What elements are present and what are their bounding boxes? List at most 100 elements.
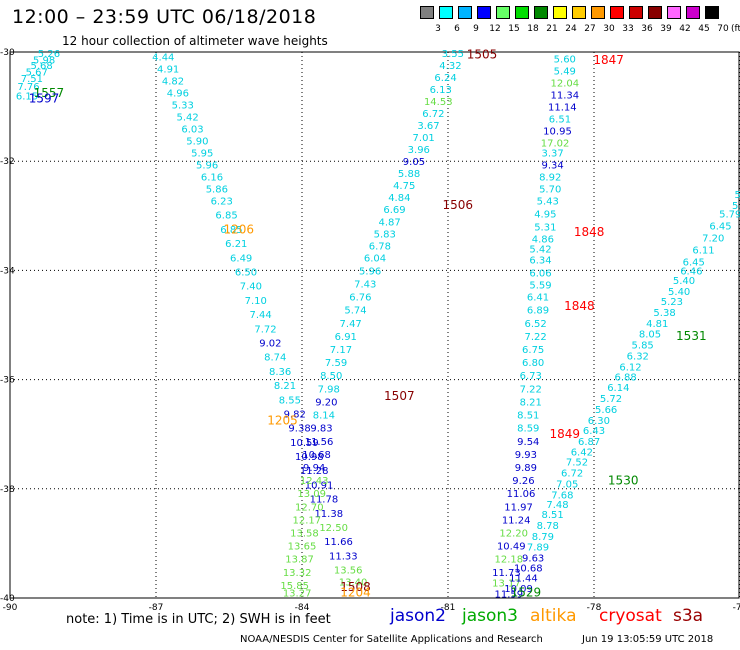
- wave-height-point: 11.56: [305, 437, 334, 448]
- wave-height-point: 9.54: [517, 437, 539, 448]
- pass-time-label: 1531: [676, 329, 707, 343]
- wave-height-point: 9.82: [284, 409, 306, 420]
- pass-time-label: 1205: [267, 414, 298, 428]
- wave-height-point: 6.87: [578, 437, 600, 448]
- wave-height-point: 3.96: [408, 145, 430, 156]
- wave-height-point: 8.21: [520, 397, 542, 408]
- wave-height-point: 11.66: [324, 537, 353, 548]
- wave-height-point: 7.43: [354, 280, 376, 291]
- scale-label: 6: [454, 24, 460, 34]
- scale-swatch: [534, 6, 548, 19]
- wave-height-point: 5.40: [673, 276, 695, 287]
- scale-swatch: [420, 6, 434, 19]
- wave-height-point: 9.94: [303, 463, 325, 474]
- x-tick-label: -81: [441, 603, 456, 613]
- pass-time-label: 1557: [34, 86, 65, 100]
- scale-label: 33: [622, 24, 634, 34]
- wave-height-point: 8.51: [542, 510, 564, 521]
- wave-height-point: 12.70: [295, 502, 324, 513]
- wave-height-point: 5.60: [554, 55, 576, 66]
- wave-height-point: 7.68: [551, 490, 573, 501]
- wave-height-point: 7.51: [21, 74, 43, 85]
- wave-height-point: 7.17: [330, 345, 352, 356]
- wave-height-point: 6.75: [522, 345, 544, 356]
- footer-timestamp: Jun 19 13:05:59 UTC 2018: [582, 634, 714, 645]
- wave-height-point: 5.72: [600, 394, 622, 405]
- wave-height-point: 6.50: [235, 267, 257, 278]
- wave-height-point: 6.06: [529, 269, 551, 280]
- wave-height-point: 8.78: [537, 521, 559, 532]
- x-tick-label: -75: [733, 603, 740, 613]
- wave-height-point: 5.66: [595, 405, 617, 416]
- wave-height-point: 7.22: [524, 332, 546, 343]
- scale-swatch: [591, 6, 605, 19]
- wave-height-point: 10.68: [514, 563, 543, 574]
- scale-swatch: [629, 6, 643, 19]
- scale-swatch: [705, 6, 719, 19]
- wave-height-point: 12.04: [550, 79, 579, 90]
- chart-subtitle: 12 hour collection of altimeter wave hei…: [62, 34, 328, 48]
- wave-height-point: 6.41: [527, 293, 549, 304]
- scale-swatch: [572, 6, 586, 19]
- wave-height-point: 13.56: [334, 566, 363, 577]
- wave-height-point: 12.18: [495, 555, 524, 566]
- satellite-label-jason3: jason3: [462, 606, 518, 626]
- wave-height-point: 4.96: [167, 88, 189, 99]
- wave-height-point: 6.30: [588, 416, 610, 427]
- scale-swatch: [496, 6, 510, 19]
- wave-height-point: 10.68: [302, 450, 331, 461]
- footer-credit: NOAA/NESDIS Center for Satellite Applica…: [240, 634, 543, 645]
- wave-height-point: 11.33: [329, 551, 358, 562]
- wave-height-point: 5.98: [33, 56, 55, 67]
- wave-height-point: 6.88: [615, 372, 637, 383]
- wave-height-point: 3.67: [417, 121, 439, 132]
- scale-label: 24: [565, 24, 577, 34]
- wave-height-point: 7.40: [240, 282, 262, 293]
- wave-height-point: 8.59: [517, 424, 539, 435]
- wave-height-point: 5.26: [38, 49, 60, 60]
- wave-height-point: 11.24: [502, 515, 531, 526]
- wave-height-point: 8.36: [269, 367, 291, 378]
- scale-label: 45: [698, 24, 710, 34]
- wave-height-point: 10.49: [497, 542, 526, 553]
- wave-height-point: 5.33: [172, 100, 194, 111]
- wave-height-point: 7.10: [245, 296, 267, 307]
- wave-height-point: 11.14: [548, 103, 577, 114]
- pass-time-label: 1848: [574, 225, 605, 239]
- wave-height-point: 4.44: [152, 52, 174, 63]
- wave-height-point: 11.28: [300, 466, 329, 477]
- wave-height-point: 5.40: [668, 287, 690, 298]
- y-tick-label: -30: [0, 48, 15, 58]
- satellite-label-altika: altika: [530, 606, 577, 626]
- wave-height-point: 7.76: [17, 82, 39, 93]
- wave-height-point: 6.85: [215, 211, 237, 222]
- x-tick-label: -84: [295, 603, 310, 613]
- wave-height-point: 5.67: [26, 68, 48, 79]
- wave-height-point: 5.96: [359, 266, 381, 277]
- pass-time-label: 1597: [29, 91, 60, 105]
- wave-height-point: 6.43: [583, 426, 605, 437]
- y-tick-label: -36: [0, 376, 15, 386]
- wave-height-point: 8.05: [639, 330, 661, 341]
- wave-height-point: 11.97: [504, 502, 533, 513]
- wave-height-point: 10.95: [543, 127, 572, 138]
- wave-height-point: 10.98: [295, 452, 324, 463]
- wave-height-point: 6.72: [561, 468, 583, 479]
- wave-height-point: 4.81: [646, 319, 668, 330]
- wave-height-point: 13.27: [283, 589, 312, 600]
- scale-label: 27: [584, 24, 596, 34]
- scale-swatch: [515, 6, 529, 19]
- wave-height-point: 13.32: [283, 568, 312, 579]
- satellite-label-s3a: s3a: [673, 606, 704, 626]
- wave-height-point: 11.78: [310, 495, 339, 506]
- wave-height-point: 8.74: [264, 353, 286, 364]
- pass-time-label: 1505: [467, 48, 498, 62]
- wave-height-point: 7.44: [250, 310, 272, 321]
- wave-height-point: 13.65: [288, 542, 317, 553]
- wave-height-point: 7.52: [566, 458, 588, 469]
- wave-height-point: 6.52: [524, 319, 546, 330]
- wave-height-point: 6.42: [571, 448, 593, 459]
- wave-height-point: 6.80: [522, 358, 544, 369]
- scale-swatch: [610, 6, 624, 19]
